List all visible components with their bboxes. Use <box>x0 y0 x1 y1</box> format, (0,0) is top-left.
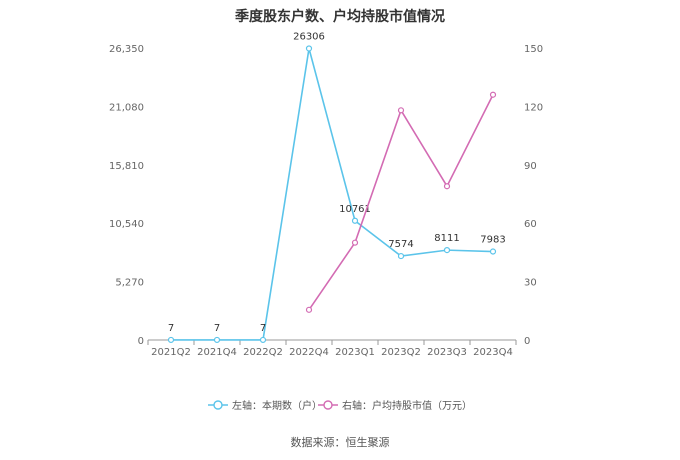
legend-label-1: 左轴：本期数（户） <box>232 399 322 412</box>
data-point <box>351 217 359 224</box>
data-point <box>305 306 313 313</box>
left-axis-tick-label: 0 <box>138 336 144 347</box>
data-label: 7 <box>214 323 220 334</box>
data-label: 7 <box>260 323 266 334</box>
x-tick-label: 2022Q2 <box>243 347 283 358</box>
legend-marker-2 <box>323 400 333 410</box>
data-point <box>489 248 497 255</box>
left-axis-tick-label: 5,270 <box>115 278 144 289</box>
data-label: 26306 <box>293 31 325 42</box>
chart-title: 季度股东户数、户均持股市值情况 <box>235 9 445 25</box>
data-label: 10761 <box>339 204 371 215</box>
data-point <box>397 252 405 260</box>
x-tick-label: 2023Q1 <box>335 347 375 358</box>
data-label: 7983 <box>480 235 505 246</box>
x-tick-label: 2023Q2 <box>381 347 421 358</box>
left-axis-tick-label: 15,810 <box>109 161 144 172</box>
right-axis-tick-label: 120 <box>524 102 543 113</box>
legend-label-2: 右轴：户均持股市值（万元） <box>342 399 472 412</box>
x-tick-label: 2021Q2 <box>151 347 191 358</box>
series-line-2 <box>308 94 494 311</box>
data-point <box>489 91 497 98</box>
data-point <box>213 336 221 344</box>
left-axis-tick-label: 26,350 <box>109 44 144 55</box>
x-tick-label: 2023Q3 <box>427 347 467 358</box>
data-point <box>167 336 175 344</box>
right-axis-tick-label: 90 <box>524 161 537 172</box>
data-label: 8111 <box>434 233 459 244</box>
data-point <box>259 336 267 344</box>
data-point <box>351 239 359 246</box>
data-label: 7 <box>168 323 174 334</box>
data-point <box>443 183 451 190</box>
left-axis-tick-label: 21,080 <box>109 102 144 113</box>
series-line-1 <box>171 48 494 341</box>
right-axis-tick-label: 0 <box>524 336 530 347</box>
data-point <box>305 45 313 52</box>
x-tick-label: 2021Q4 <box>197 347 237 358</box>
data-point <box>397 107 405 114</box>
data-point <box>443 247 451 254</box>
right-axis-tick-label: 150 <box>524 44 543 55</box>
x-tick-label: 2022Q4 <box>289 347 329 358</box>
right-axis-tick-label: 30 <box>524 278 537 289</box>
data-source: 数据来源：恒生聚源 <box>290 436 390 449</box>
legend-marker-1 <box>213 400 223 410</box>
data-label: 7574 <box>388 239 413 250</box>
right-axis-tick-label: 60 <box>524 219 537 230</box>
x-tick-label: 2023Q4 <box>473 347 513 358</box>
left-axis-tick-label: 10,540 <box>109 219 144 230</box>
